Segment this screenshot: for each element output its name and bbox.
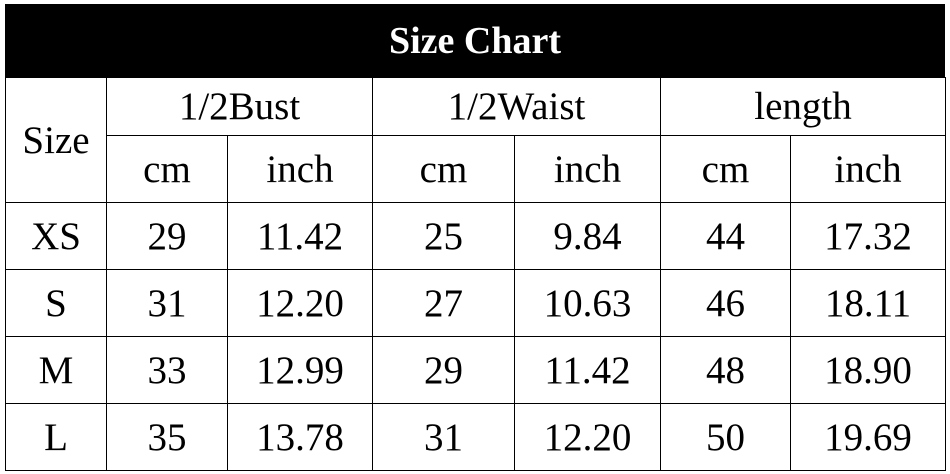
table-row: S 31 12.20 27 10.63 46 18.11 [5, 269, 947, 337]
value-cell: 12.20 [227, 269, 373, 337]
header-size: Size [5, 77, 107, 203]
value-cell: 44 [660, 202, 791, 270]
size-table: Size 1/2Bust 1/2Waist length cm inch cm … [5, 77, 947, 471]
value-cell: 25 [372, 202, 515, 270]
unit-header: cm [660, 135, 791, 203]
value-cell: 29 [106, 202, 228, 270]
value-cell: 19.69 [789, 403, 947, 471]
value-cell: 10.63 [514, 269, 661, 337]
value-cell: 11.42 [227, 202, 373, 270]
value-cell: 33 [106, 336, 228, 404]
size-cell: L [5, 403, 107, 471]
value-cell: 48 [660, 336, 791, 404]
chart-title: Size Chart [5, 4, 945, 77]
header-row-units: cm inch cm inch cm inch [6, 135, 947, 203]
value-cell: 17.32 [789, 202, 947, 270]
header-row-groups: Size 1/2Bust 1/2Waist length [5, 77, 947, 203]
value-cell: 27 [372, 269, 515, 337]
value-cell: 12.20 [514, 403, 661, 471]
header-waist: 1/2Waist [372, 77, 661, 136]
value-cell: 46 [660, 269, 791, 337]
value-cell: 11.42 [514, 336, 661, 404]
table-row: XS 29 11.42 25 9.84 44 17.32 [5, 202, 947, 270]
unit-header: inch [227, 135, 373, 203]
unit-header: inch [789, 135, 947, 203]
unit-header: cm [106, 135, 228, 203]
value-cell: 29 [372, 336, 515, 404]
value-cell: 18.11 [789, 269, 947, 337]
header-length: length [659, 77, 947, 136]
value-cell: 31 [372, 403, 515, 471]
header-bust: 1/2Bust [106, 77, 373, 136]
value-cell: 18.90 [789, 336, 947, 404]
value-cell: 31 [106, 269, 228, 337]
unit-header: inch [514, 135, 661, 203]
size-cell: M [5, 336, 107, 404]
table-row: L 35 13.78 31 12.20 50 19.69 [5, 403, 947, 471]
value-cell: 13.78 [227, 403, 373, 471]
size-cell: XS [5, 202, 107, 270]
value-cell: 35 [106, 403, 228, 471]
value-cell: 9.84 [514, 202, 661, 270]
size-cell: S [5, 269, 107, 337]
table-row: M 33 12.99 29 11.42 48 18.90 [5, 336, 947, 404]
value-cell: 50 [660, 403, 791, 471]
value-cell: 12.99 [227, 336, 373, 404]
unit-header: cm [372, 135, 515, 203]
